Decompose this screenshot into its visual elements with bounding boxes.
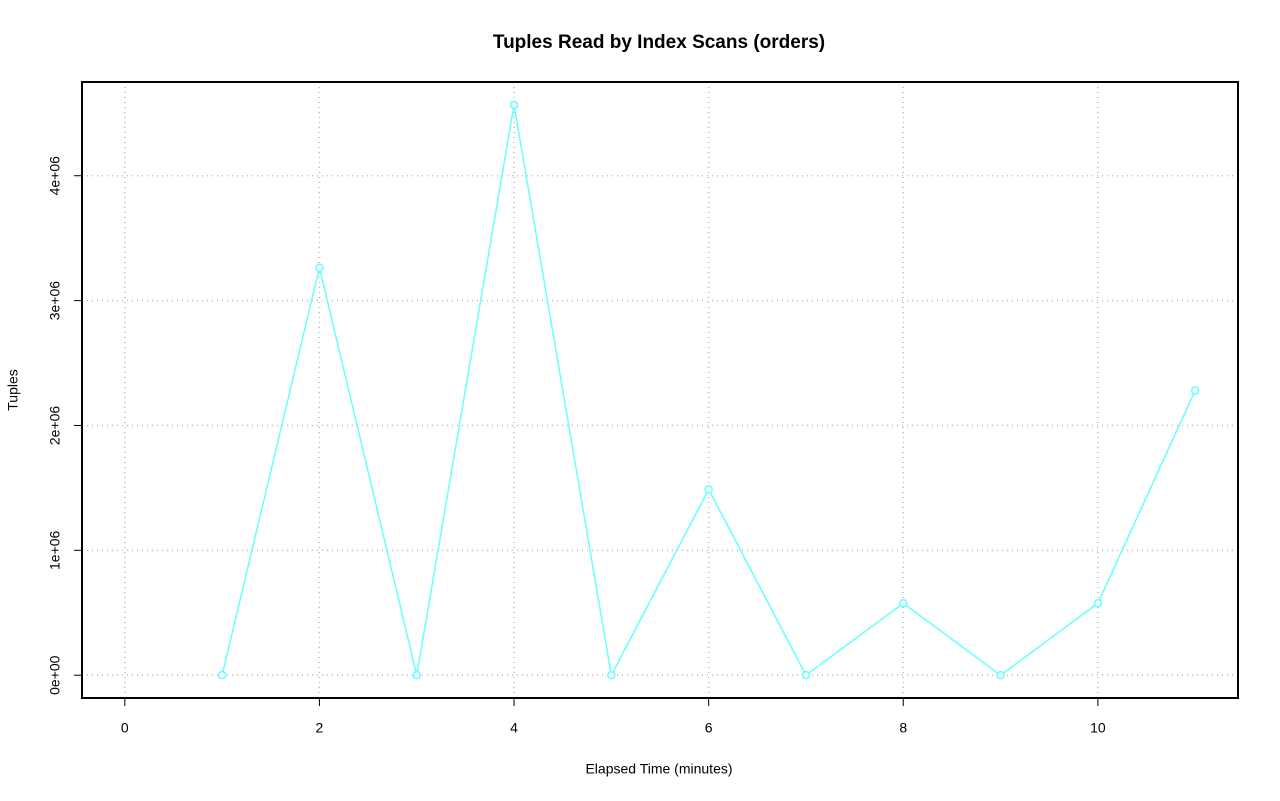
point <box>704 485 713 494</box>
x-tick-label: 4 <box>510 720 518 736</box>
point <box>1093 599 1103 608</box>
point <box>607 670 616 680</box>
point <box>801 670 811 680</box>
y-tick-label: 3e+06 <box>47 281 63 321</box>
series-line <box>221 104 1196 678</box>
x-tick-label: 0 <box>121 720 129 736</box>
y-tick-label: 4e+06 <box>47 156 63 196</box>
point <box>996 670 1005 680</box>
x-tick-label: 2 <box>316 720 324 736</box>
point <box>217 670 227 680</box>
point <box>509 100 519 110</box>
x-axis-label: Elapsed Time (minutes) <box>585 761 732 777</box>
point <box>899 599 908 608</box>
y-tick-label: 0e+00 <box>47 655 63 695</box>
y-tick-label: 1e+06 <box>47 530 63 570</box>
point <box>315 263 324 272</box>
x-tick-label: 6 <box>705 720 713 736</box>
y-axis-label: Tuples <box>5 369 21 411</box>
point <box>1190 386 1200 395</box>
y-tick-label: 2e+06 <box>47 406 63 446</box>
x-tick-label: 10 <box>1090 720 1106 736</box>
chart-title: Tuples Read by Index Scans (orders) <box>493 32 825 53</box>
plot-frame <box>81 81 1239 699</box>
point <box>412 670 421 680</box>
x-tick-label: 8 <box>899 720 907 736</box>
